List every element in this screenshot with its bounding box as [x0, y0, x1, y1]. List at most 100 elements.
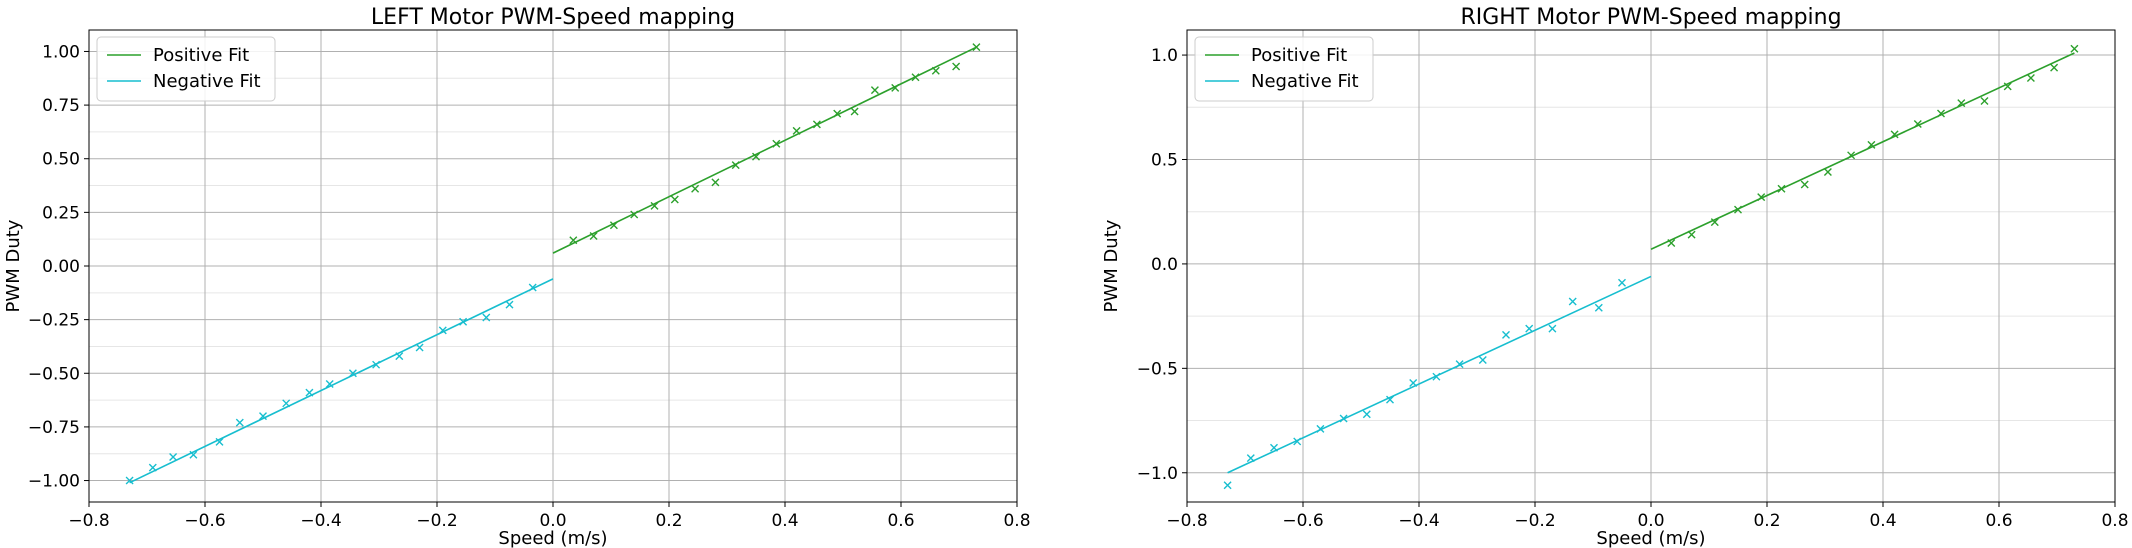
data-point — [711, 178, 720, 187]
data-point — [189, 450, 198, 459]
y-tick-label: 0.0 — [1151, 255, 1178, 275]
legend — [96, 36, 276, 102]
data-point — [569, 236, 578, 245]
data-point — [372, 360, 381, 369]
y-axis-label: PWM Duty — [1101, 219, 1122, 312]
y-tick-label: −0.50 — [28, 364, 80, 384]
data-point — [1667, 239, 1676, 248]
y-tick-label: −0.25 — [28, 311, 80, 331]
data-point — [812, 120, 821, 129]
y-tick-label: −1.0 — [1137, 464, 1178, 484]
legend-entry-label: Positive Fit — [1251, 45, 1347, 66]
x-tick-label: −0.8 — [1166, 511, 1207, 531]
legend — [1194, 36, 1374, 102]
data-point — [1339, 414, 1348, 423]
data-point — [259, 412, 267, 421]
data-point — [1502, 330, 1510, 339]
x-tick-label: −0.4 — [300, 511, 341, 531]
data-point — [1293, 437, 1302, 446]
data-point — [2050, 63, 2059, 72]
data-point — [630, 210, 639, 219]
data-point — [1823, 168, 1832, 177]
x-tick-label: 0.0 — [1637, 511, 1664, 531]
y-axis-label: PWM Duty — [3, 219, 24, 312]
y-tick-label: 0.25 — [42, 203, 80, 223]
data-point — [305, 388, 314, 397]
x-tick-label: −0.4 — [1398, 511, 1439, 531]
data-point — [1937, 109, 1945, 118]
data-point — [731, 161, 740, 170]
series-line-negative-fit — [129, 278, 554, 484]
data-point — [215, 437, 224, 446]
data-point — [870, 86, 879, 95]
data-point — [911, 73, 920, 82]
chart-title: LEFT Motor PWM-Speed mapping — [371, 5, 735, 30]
y-tick-label: 1.00 — [42, 42, 80, 62]
data-point — [1687, 230, 1696, 239]
data-point — [2003, 82, 2012, 91]
x-tick-label: 0.4 — [771, 511, 798, 531]
x-tick-label: −0.2 — [1514, 511, 1555, 531]
data-point — [1957, 99, 1966, 108]
y-tick-label: −1.00 — [28, 472, 80, 492]
data-point — [1847, 151, 1856, 160]
y-tick-label: 0.00 — [42, 257, 80, 277]
data-point — [348, 369, 357, 378]
data-point — [415, 343, 424, 352]
chart-title: RIGHT Motor PWM-Speed mapping — [1460, 5, 1841, 30]
x-axis-label: Speed (m/s) — [1596, 528, 1705, 548]
x-tick-label: −0.6 — [184, 511, 225, 531]
data-point — [609, 221, 618, 230]
data-point — [1223, 481, 1232, 490]
data-point — [1548, 324, 1557, 333]
data-point — [148, 463, 157, 472]
data-point — [395, 352, 404, 361]
y-tick-label: −0.75 — [28, 418, 80, 438]
data-point — [1710, 218, 1719, 227]
data-point — [1913, 119, 1922, 128]
x-tick-label: 0.6 — [887, 511, 914, 531]
data-point — [1568, 297, 1577, 306]
x-tick-label: −0.8 — [68, 511, 109, 531]
data-point — [1386, 395, 1394, 404]
data-point — [1777, 184, 1786, 193]
data-point — [2070, 44, 2079, 53]
data-point — [169, 452, 178, 461]
chart-panel-0: −0.8 −0.6 −0.4 −0.2 0.0 0.2 0.4 0.6 0.8 −1.00 −0.7… — [3, 5, 1031, 548]
y-tick-label: 0.5 — [1151, 150, 1178, 170]
data-point — [282, 399, 291, 408]
x-tick-label: 0.6 — [1985, 511, 2012, 531]
data-point — [1455, 360, 1464, 369]
data-point — [589, 231, 598, 240]
data-point — [1734, 205, 1742, 214]
data-point — [972, 43, 981, 52]
data-point — [438, 326, 447, 335]
data-point — [1618, 278, 1626, 287]
data-point — [1867, 140, 1876, 149]
data-point — [459, 317, 468, 326]
data-point — [833, 109, 842, 118]
data-point — [2026, 74, 2035, 83]
x-tick-label: 0.2 — [655, 511, 682, 531]
data-point — [528, 283, 537, 292]
data-point — [670, 195, 679, 204]
data-point — [1409, 378, 1418, 387]
data-point — [1890, 130, 1899, 139]
data-point — [1270, 443, 1278, 452]
data-point — [1594, 303, 1603, 312]
x-tick-label: −0.6 — [1282, 511, 1323, 531]
data-point — [650, 201, 659, 210]
x-tick-label: 0.0 — [539, 511, 566, 531]
data-point — [772, 139, 781, 148]
data-point — [235, 418, 244, 427]
x-tick-label: 0.2 — [1753, 511, 1780, 531]
y-tick-label: 0.50 — [42, 150, 80, 170]
x-tick-label: −0.2 — [416, 511, 457, 531]
x-tick-label: 0.8 — [1003, 511, 1030, 531]
data-point — [1980, 97, 1989, 106]
legend-entry-label: Positive Fit — [153, 45, 249, 66]
legend-entry-label: Negative Fit — [1251, 71, 1359, 92]
series-line-positive-fit — [1650, 52, 2075, 251]
x-tick-label: 0.8 — [2101, 511, 2128, 531]
